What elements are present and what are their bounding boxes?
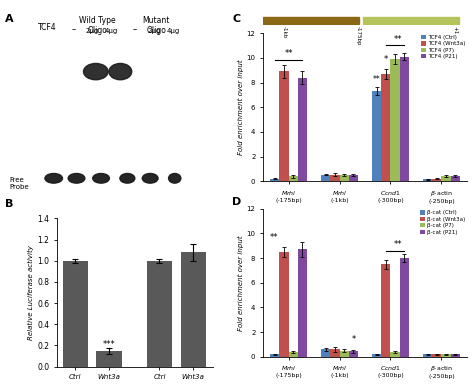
- Bar: [147, 261, 172, 367]
- Text: C: C: [232, 14, 240, 24]
- Text: Free
Probe: Free Probe: [9, 177, 29, 190]
- Bar: [96, 351, 122, 367]
- Text: ***: ***: [103, 340, 115, 349]
- Bar: [451, 176, 460, 181]
- Bar: [400, 258, 409, 357]
- Bar: [339, 351, 349, 357]
- Text: **: **: [394, 35, 402, 44]
- Bar: [330, 349, 339, 357]
- Text: 2µg: 2µg: [86, 28, 99, 34]
- Text: 4µg: 4µg: [105, 28, 118, 34]
- Bar: [391, 352, 400, 357]
- Text: +1: +1: [453, 26, 457, 34]
- Bar: [432, 179, 441, 181]
- Text: –: –: [72, 25, 75, 34]
- Bar: [423, 355, 432, 357]
- Bar: [279, 252, 289, 357]
- Bar: [63, 261, 88, 367]
- Text: *: *: [352, 335, 356, 344]
- Bar: [289, 352, 298, 357]
- Text: –: –: [133, 25, 137, 34]
- Bar: [181, 252, 206, 367]
- Text: **: **: [394, 240, 402, 250]
- Text: 2µg: 2µg: [147, 28, 161, 34]
- Y-axis label: Fold enrichment over input: Fold enrichment over input: [237, 59, 244, 155]
- Bar: [298, 250, 307, 357]
- Ellipse shape: [142, 174, 158, 183]
- Y-axis label: Relative Luciferase activity: Relative Luciferase activity: [28, 245, 34, 340]
- Ellipse shape: [68, 174, 85, 183]
- Bar: [339, 175, 349, 181]
- Bar: [372, 91, 381, 181]
- Text: Wild Type
Oligo: Wild Type Oligo: [79, 16, 116, 35]
- Text: A: A: [5, 14, 13, 24]
- Text: **: **: [284, 50, 293, 58]
- Bar: [298, 78, 307, 181]
- Bar: [349, 175, 358, 181]
- Bar: [432, 355, 441, 357]
- Ellipse shape: [45, 174, 63, 183]
- Bar: [441, 176, 451, 181]
- Ellipse shape: [120, 174, 135, 183]
- Bar: [270, 179, 279, 181]
- Ellipse shape: [83, 64, 108, 80]
- Text: B: B: [5, 199, 13, 209]
- Text: **: **: [270, 233, 278, 242]
- Bar: [423, 179, 432, 181]
- Bar: [400, 57, 409, 181]
- Bar: [391, 59, 400, 181]
- Bar: [349, 351, 358, 357]
- Text: *: *: [384, 55, 388, 64]
- Bar: [372, 355, 381, 357]
- Text: 4µg: 4µg: [166, 28, 180, 34]
- Bar: [381, 74, 391, 181]
- Ellipse shape: [93, 174, 109, 183]
- Text: -1kb: -1kb: [282, 26, 287, 38]
- Bar: [289, 176, 298, 181]
- Bar: [363, 16, 459, 24]
- Bar: [270, 355, 279, 357]
- Bar: [321, 349, 330, 357]
- Bar: [451, 355, 460, 357]
- Bar: [381, 264, 391, 357]
- Y-axis label: Fold enrichment over input: Fold enrichment over input: [237, 235, 244, 331]
- Legend: TCF4 (Ctrl), TCF4 (Wnt3a), TCF4 (P7), TCF4 (P21): TCF4 (Ctrl), TCF4 (Wnt3a), TCF4 (P7), TC…: [420, 34, 466, 60]
- Text: D: D: [232, 197, 242, 207]
- Bar: [321, 175, 330, 181]
- Ellipse shape: [109, 64, 132, 80]
- Text: -175bp: -175bp: [356, 26, 360, 46]
- Text: TCF4: TCF4: [38, 23, 56, 32]
- Bar: [263, 16, 359, 24]
- Bar: [441, 355, 451, 357]
- Text: **: **: [372, 75, 380, 84]
- Ellipse shape: [169, 174, 181, 183]
- Bar: [279, 71, 289, 181]
- Legend: β-cat (Ctrl), β-cat (Wnt3a), β-cat (P7), β-cat (P21): β-cat (Ctrl), β-cat (Wnt3a), β-cat (P7),…: [420, 210, 466, 235]
- Bar: [330, 175, 339, 181]
- Text: Mutant
Oligo: Mutant Oligo: [143, 16, 170, 35]
